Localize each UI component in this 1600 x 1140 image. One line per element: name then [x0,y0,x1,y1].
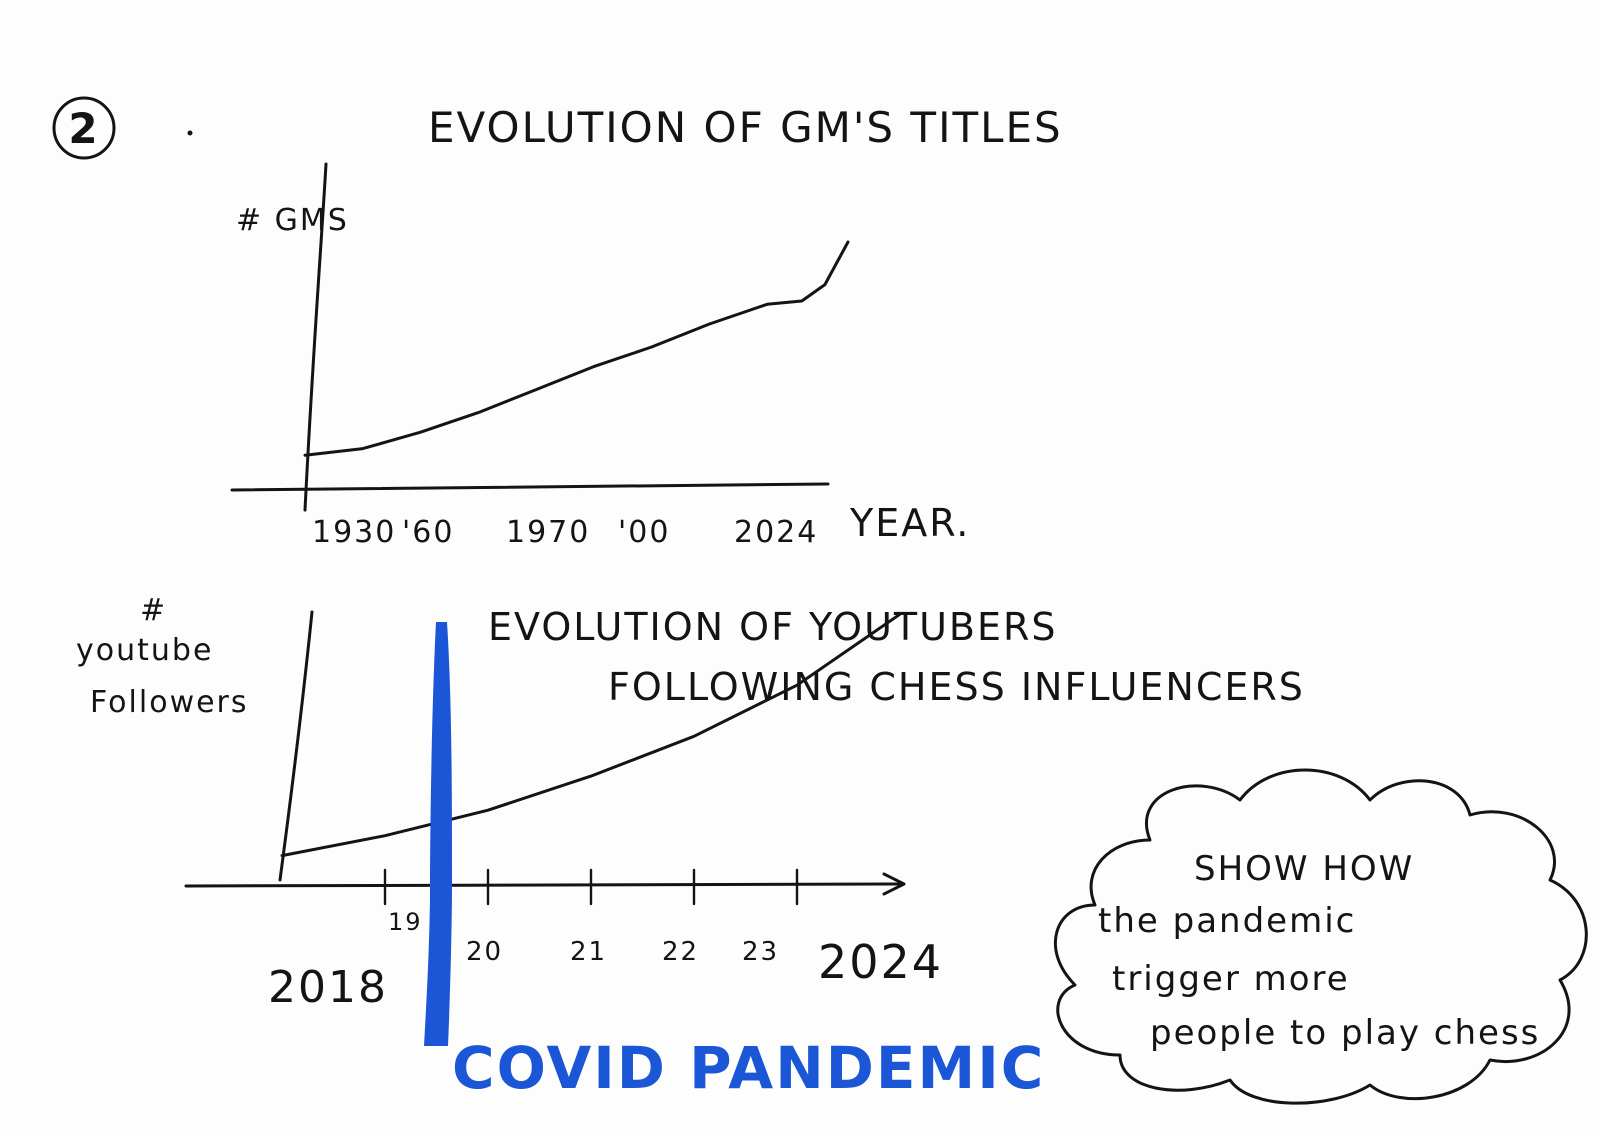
chart2-tick-label: 2024 [818,935,943,989]
chart1-tick-label: '00 [618,515,670,550]
chart2-tick-label: 23 [742,937,779,967]
chart1-x-axis [230,482,830,492]
chart2-ylabel: # youtube Followers [76,593,249,720]
chart1-tick-label: 2024 [734,515,818,550]
chart2-title-line2: FOLLOWING CHESS INFLUENCERS [608,665,1305,709]
chart2-tick-marks [383,868,799,906]
chart1-x-ticks: 1930 '60 1970 '00 2024 [312,515,818,550]
chart2-tick-label: 22 [662,937,699,967]
chart2-ylabel-line1: # [140,593,167,628]
chart2-tick-label: 21 [570,937,607,967]
chart2-title-line1: EVOLUTION OF YOUTUBERS [488,605,1058,649]
chart2-series-line [280,612,902,858]
chart1-tick-label: 1930 [312,515,396,550]
note-line: SHOW HOW [1194,849,1414,889]
chart2-ylabel-line2: youtube [76,633,213,668]
chart2-tick-label: 19 [388,908,423,936]
note-cloud: SHOW HOW the pandemic trigger more peopl… [1053,768,1588,1105]
chart-gm-titles: EVOLUTION OF GM'S TITLES # GMS 1930 '60 … [230,103,1063,550]
chart-youtube-followers: EVOLUTION OF YOUTUBERS FOLLOWING CHESS I… [76,593,1305,1102]
covid-annotation: COVID PANDEMIC [452,1034,1045,1102]
chart1-y-axis [303,162,328,512]
chart2-tick-label: 2018 [268,962,388,1013]
chart1-tick-label: '60 [402,515,454,550]
cloud-outline [1053,768,1588,1105]
chart2-x-axis [184,882,902,888]
chart2-title: EVOLUTION OF YOUTUBERS FOLLOWING CHESS I… [488,605,1305,709]
note-line: the pandemic [1098,901,1356,941]
covid-marker-bar [424,622,452,1046]
chart2-y-axis [278,610,314,882]
page-number: 2 [68,104,99,153]
chart1-title: EVOLUTION OF GM'S TITLES [428,103,1063,152]
chart2-x-axis-arrow [882,872,906,896]
note-text: SHOW HOW the pandemic trigger more peopl… [1098,849,1540,1053]
chart2-tick-label: 20 [466,937,503,967]
chart1-tick-label: 1970 [506,515,590,550]
note-line: trigger more [1112,959,1350,999]
page-number-badge: 2 [52,96,116,160]
chart1-series-line [303,240,850,457]
chart2-ylabel-line3: Followers [90,685,249,720]
chart1-xlabel: YEAR. [849,501,970,545]
chart1-ylabel: # GMS [236,203,349,238]
note-line: people to play chess [1150,1013,1540,1053]
